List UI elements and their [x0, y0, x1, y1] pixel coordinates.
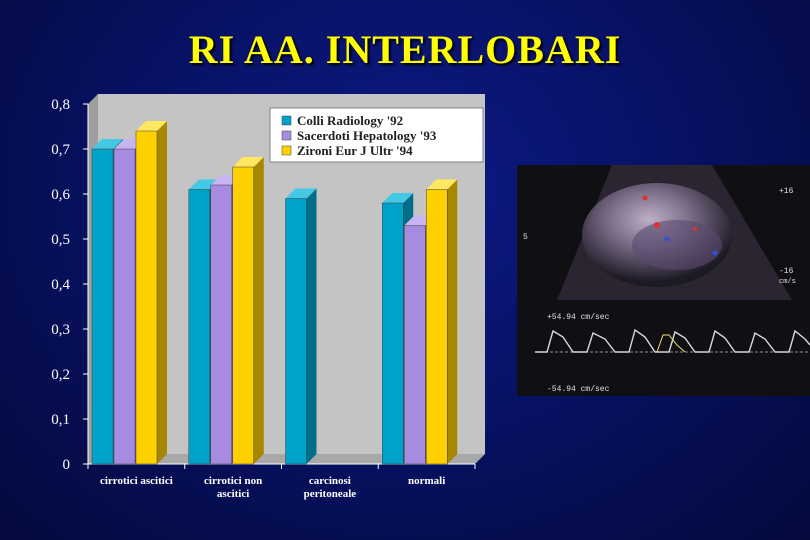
y-tick-label: 0,8 — [51, 97, 70, 113]
legend-box — [269, 107, 484, 163]
bar — [285, 188, 317, 465]
y-axis-ticks: 0 0,1 0,2 0,3 0,4 0,5 0,6 0,7 0,8 — [51, 97, 88, 473]
bar-side — [447, 179, 458, 464]
bar-front — [91, 148, 114, 465]
legend-label: Sacerdoti Hepatology '93 — [297, 128, 437, 143]
x-tick-label: peritoneale — [304, 488, 357, 500]
bar-front — [382, 202, 404, 465]
y-tick-label: 0,6 — [51, 187, 70, 203]
bar-top — [382, 193, 414, 203]
us-scale-unit: cm/s — [779, 278, 796, 286]
legend-swatch — [281, 145, 292, 156]
bar-side — [306, 188, 317, 464]
x-tick-label: ascitici — [217, 488, 249, 500]
bar-side — [157, 121, 167, 464]
bars-layer — [91, 121, 458, 465]
us-depth-marker: 5 — [523, 233, 528, 242]
x-tick-label: normali — [408, 475, 445, 487]
slide-title: RI AA. INTERLOBARI — [188, 27, 622, 72]
y-tick-label: 0,4 — [51, 277, 70, 293]
x-tick-label: carcinosi — [309, 475, 351, 487]
legend-swatch — [281, 130, 292, 141]
y-tick-label: 0,3 — [51, 322, 70, 338]
y-tick-label: 0,1 — [51, 412, 70, 428]
legend-label: Colli Radiology '92 — [297, 113, 403, 128]
bar-front — [285, 198, 307, 465]
bar-top — [285, 188, 317, 199]
bar — [232, 157, 264, 465]
bar-front — [426, 189, 448, 465]
legend-label: Zironi Eur J Ultr '94 — [297, 143, 413, 158]
bar — [426, 179, 458, 465]
doppler-ultrasound-image: +16 -16 cm/s 5 +54.94 cm/sec -54.94 cm/s… — [517, 165, 810, 396]
us-velocity-top: +54.94 cm/sec — [547, 313, 610, 322]
legend-swatch — [281, 115, 292, 126]
bar — [135, 121, 167, 465]
bar-top — [136, 121, 167, 131]
bar-top — [232, 157, 264, 167]
bar-front — [404, 225, 426, 465]
bar-front — [188, 189, 210, 465]
y-tick-label: 0,5 — [51, 232, 70, 248]
bar-front — [232, 166, 254, 465]
x-tick-label: cirrotici ascitici — [100, 475, 173, 487]
us-scale-top: +16 — [779, 187, 794, 196]
bar-front — [135, 130, 158, 465]
y-tick-label: 0,2 — [51, 367, 70, 383]
us-velocity-bottom: -54.94 cm/sec — [547, 385, 610, 394]
y-tick-label: 0,7 — [51, 142, 70, 158]
y-tick-label: 0 — [63, 457, 71, 473]
bar-front — [210, 184, 232, 465]
bar-top — [92, 139, 123, 149]
bar-side — [253, 157, 264, 464]
bar-top — [426, 179, 458, 190]
x-tick-label: cirrotici non — [204, 475, 262, 487]
us-scale-bottom: -16 — [779, 267, 794, 276]
bar-front — [113, 148, 136, 465]
